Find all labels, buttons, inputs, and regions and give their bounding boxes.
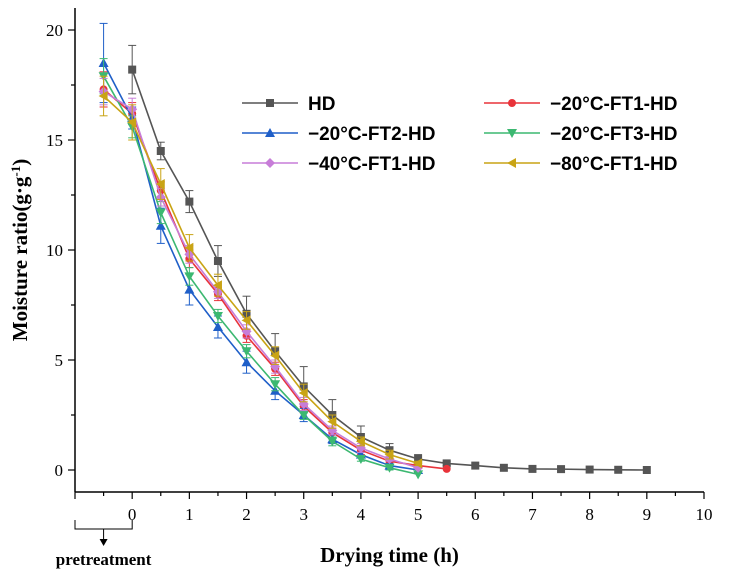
series-point-marker	[355, 455, 366, 464]
legend-label: −20°C-FT3-HD	[550, 124, 677, 145]
series-point-marker	[270, 350, 280, 361]
y-axis-title-main: Moisture ratio(g·g	[8, 176, 32, 341]
series-point-marker	[507, 129, 517, 138]
series-point-marker	[414, 455, 423, 463]
x-axis-title: Drying time (h)	[320, 543, 459, 567]
series-2	[98, 22, 424, 474]
y-axis-title-close: )	[8, 159, 32, 166]
series-point-marker	[614, 465, 623, 474]
series-point-marker	[155, 208, 166, 218]
y-tick-label: 0	[55, 461, 64, 480]
x-tick-label: 5	[414, 505, 423, 524]
x-tick-label: 1	[185, 505, 194, 524]
series-line	[103, 88, 447, 470]
pretreatment-bracket	[74, 520, 133, 530]
x-tick-label: 2	[242, 505, 251, 524]
series-point-marker	[155, 220, 166, 230]
x-tick-label: 10	[696, 505, 713, 524]
series-point-marker	[156, 147, 165, 155]
legend-label: −20°C-FT1-HD	[550, 94, 677, 115]
series-point-marker	[241, 315, 251, 326]
series-point-marker	[266, 99, 274, 107]
series-point-marker	[184, 284, 195, 294]
series-point-marker	[241, 357, 252, 367]
series-line	[102, 62, 419, 471]
legend-label: −20°C-FT2-HD	[308, 124, 435, 145]
legend-item: −80°C-FT1-HD	[484, 154, 677, 175]
series-point-marker	[185, 197, 194, 206]
series-point-marker	[213, 257, 222, 265]
series-point-marker	[212, 322, 223, 331]
series-5	[98, 75, 423, 469]
legend-item: −20°C-FT2-HD	[242, 124, 435, 145]
series-point-marker	[184, 242, 194, 253]
series-point-marker	[98, 91, 108, 101]
series-point-marker	[642, 466, 651, 474]
series-point-marker	[270, 380, 281, 390]
legend-label: HD	[308, 94, 335, 115]
series-point-marker	[384, 463, 395, 473]
series-line	[103, 90, 419, 469]
series-3	[98, 58, 424, 480]
x-tick-label: 9	[643, 505, 652, 524]
legend-item: −20°C-FT1-HD	[484, 94, 677, 115]
x-tick-label: 3	[299, 505, 308, 524]
y-axis-title: Moisture ratio(g·g-1)	[8, 159, 33, 342]
series-point-marker	[298, 411, 309, 420]
series-point-marker	[471, 461, 480, 470]
x-tick-label: 4	[357, 505, 366, 524]
series-point-marker	[557, 465, 566, 474]
series-point-marker	[585, 465, 594, 474]
y-axis-title-sup: -1	[8, 166, 23, 177]
legend: HD −20°C-FT1-HD −20°C-FT2-HD −20°C-FT3-HD −4…	[242, 94, 677, 175]
legend-item: −20°C-FT3-HD	[484, 124, 677, 145]
axes: 0 1 2 3 4 5 6 7 8 9 10 0 5 10 15 20	[46, 8, 713, 524]
series-point-marker	[184, 272, 195, 282]
series-point-marker	[127, 117, 137, 128]
y-tick-label: 10	[46, 241, 63, 260]
series-point-marker	[508, 99, 516, 107]
series-point-marker	[384, 449, 394, 460]
y-tick-label: 20	[46, 21, 63, 40]
series-point-marker	[128, 65, 137, 74]
legend-item: HD	[242, 94, 335, 115]
series-point-marker	[212, 312, 223, 321]
series-line	[103, 95, 419, 465]
series-point-marker	[298, 388, 308, 398]
series-point-marker	[528, 464, 537, 473]
series-point-marker	[499, 463, 508, 472]
series-point-marker	[507, 158, 516, 168]
y-tick-label: 5	[55, 351, 64, 370]
series-point-marker	[327, 416, 337, 427]
series-point-marker	[442, 459, 451, 468]
legend-label: −80°C-FT1-HD	[550, 154, 677, 175]
x-tick-label: 8	[585, 505, 594, 524]
series-point-marker	[212, 280, 222, 291]
legend-label: −40°C-FT1-HD	[308, 154, 435, 175]
series-point-marker	[265, 158, 275, 168]
series-point-marker	[442, 464, 451, 473]
series-point-marker	[355, 436, 365, 447]
series-point-marker	[327, 437, 338, 447]
x-tick-label: 7	[528, 505, 537, 524]
pretreatment-label: pretreatment	[56, 550, 152, 569]
series-line	[102, 75, 419, 476]
series-point-marker	[155, 179, 165, 189]
y-tick-label: 15	[46, 131, 63, 150]
series-point-marker	[413, 458, 423, 469]
series-point-marker	[241, 347, 252, 357]
x-tick-label: 6	[471, 505, 480, 524]
legend-item: −40°C-FT1-HD	[242, 154, 435, 175]
series-point-marker	[265, 128, 275, 137]
x-tick-label: 0	[128, 505, 137, 524]
series-layer	[98, 22, 651, 480]
series-point-marker	[413, 470, 424, 480]
pretreatment-annotation: pretreatment	[56, 520, 152, 569]
pretreatment-arrow-head	[99, 539, 108, 546]
